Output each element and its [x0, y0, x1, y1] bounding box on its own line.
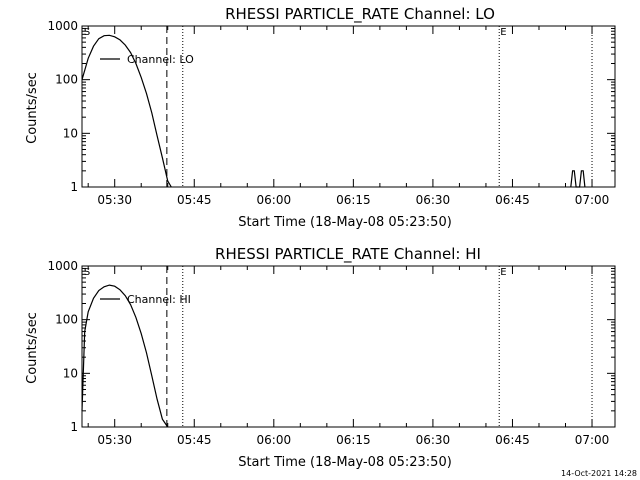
chart-title: RHESSI PARTICLE_RATE Channel: LO — [225, 5, 495, 24]
y-tick-label: 10 — [63, 366, 78, 380]
panel-channel-hi: RHESSI PARTICLE_RATE Channel: HI Start T… — [25, 245, 616, 470]
y-tick-label: 1 — [70, 180, 78, 194]
x-tick-label: 05:30 — [97, 193, 132, 207]
footer-timestamp: 14-Oct-2021 14:28 — [561, 469, 637, 478]
series-line — [81, 34, 172, 188]
x-tick-label: 06:15 — [336, 433, 371, 447]
plot-frame — [81, 265, 616, 428]
x-tick-label: 05:45 — [177, 433, 212, 447]
x-tick-label: 06:00 — [257, 433, 292, 447]
marker-label: E — [500, 27, 506, 38]
series-line — [570, 170, 586, 188]
chart-marks: 05:30 05:45 06:00 06:15 06:30 06:45 07:00 1 10 10… — [47, 259, 616, 447]
chart-marks: 05:30 05:45 06:00 06:15 06:30 06:45 07:00 1 10 10… — [47, 19, 616, 207]
y-tick-label: 1000 — [47, 19, 78, 33]
x-tick-label: 06:30 — [416, 193, 451, 207]
y-axis-label: Counts/sec — [25, 312, 40, 384]
marker-label: S — [84, 27, 90, 38]
x-tick-label: 05:30 — [97, 433, 132, 447]
x-tick-label: 07:00 — [575, 193, 610, 207]
panel-channel-lo: RHESSI PARTICLE_RATE Channel: LO Start T… — [25, 5, 616, 230]
y-tick-label: 100 — [55, 313, 78, 327]
x-tick-label: 07:00 — [575, 433, 610, 447]
plot-frame — [81, 25, 616, 188]
series-line — [81, 284, 169, 428]
x-tick-label: 06:45 — [495, 433, 530, 447]
y-tick-label: 1000 — [47, 259, 78, 273]
marker-label: S — [84, 267, 90, 278]
y-tick-label: 1 — [70, 420, 78, 434]
chart-title: RHESSI PARTICLE_RATE Channel: HI — [215, 245, 481, 264]
marker-label: E — [500, 267, 506, 278]
x-tick-label: 06:30 — [416, 433, 451, 447]
y-tick-label: 100 — [55, 73, 78, 87]
y-tick-label: 10 — [63, 126, 78, 140]
x-tick-label: 05:45 — [177, 193, 212, 207]
legend-label: Channel: HI — [127, 293, 191, 306]
x-axis-label: Start Time (18-May-08 05:23:50) — [238, 455, 452, 470]
x-axis-label: Start Time (18-May-08 05:23:50) — [238, 215, 452, 230]
y-axis-label: Counts/sec — [25, 72, 40, 144]
legend-label: Channel: LO — [127, 53, 194, 66]
x-tick-label: 06:00 — [257, 193, 292, 207]
x-tick-label: 06:45 — [495, 193, 530, 207]
x-tick-label: 06:15 — [336, 193, 371, 207]
